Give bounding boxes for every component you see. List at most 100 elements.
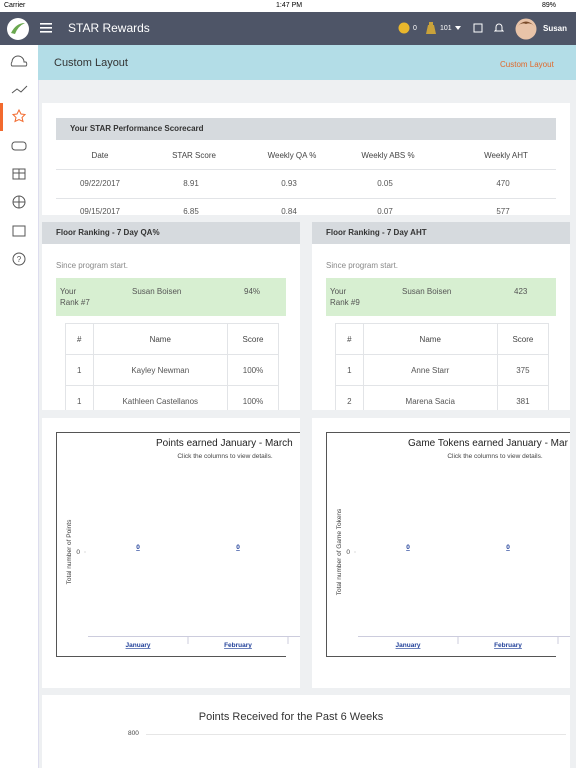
y-tick-label: 0 (76, 549, 80, 556)
ranking-cell: 1 (335, 354, 364, 386)
sidebar: ? (0, 45, 39, 768)
chart-title: Points earned January - March (156, 438, 293, 449)
your-rank-box: Your Rank #9 Susan Boisen 423 (326, 278, 556, 316)
column-header: Weekly AHT (484, 151, 528, 160)
ranking-header: Name (92, 323, 228, 355)
ranking-header: Score (496, 323, 550, 355)
score-cell: 8.91 (183, 179, 199, 188)
your-score: 423 (514, 287, 528, 296)
token-icon (426, 22, 436, 34)
book-icon[interactable] (473, 23, 483, 33)
bell-icon[interactable] (494, 22, 504, 33)
your-name: Susan Boisen (402, 287, 452, 296)
score-cell: 577 (496, 207, 510, 215)
layout-link[interactable]: Custom Layout (500, 60, 554, 69)
ranking-header: # (65, 323, 94, 355)
chart-frame (326, 432, 570, 657)
ranking-card: Floor Ranking - 7 Day QA% Since program s… (42, 222, 300, 410)
page-header: Custom Layout Custom Layout (38, 45, 576, 80)
chart-title: Game Tokens earned January - Mar (408, 438, 569, 449)
x-tick-label[interactable]: February (494, 642, 522, 649)
chart-subtitle: Click the columns to view details. (447, 453, 543, 460)
divider (56, 198, 556, 199)
ranking-row: # Name Score (65, 323, 280, 355)
your-name: Susan Boisen (132, 287, 182, 296)
your-rank: Your Rank #9 (330, 287, 360, 307)
date-cell: 09/15/2017 (79, 207, 121, 215)
ranking-header: Name (362, 323, 498, 355)
x-tick-label[interactable]: January (396, 642, 421, 649)
chart-card: Game Tokens earned January - Mar Click th… (312, 418, 570, 688)
y-axis-label: Total number of Game Tokens (336, 508, 343, 595)
ranking-cell: 1 (65, 385, 94, 410)
token-count: 101 (440, 25, 452, 32)
avatar[interactable] (515, 18, 537, 40)
ranking-cell: Kayley Newman (92, 354, 228, 386)
coin-count: 0 (413, 25, 417, 32)
user-name[interactable]: Susan (543, 24, 568, 33)
your-rank-box: Your Rank #7 Susan Boisen 94% (56, 278, 286, 316)
header: STAR Rewards 0 101 Susan (0, 12, 576, 45)
dropdown[interactable] (455, 26, 461, 30)
ranking-row: 1 Kayley Newman 100% (65, 354, 280, 386)
ranking-note: Since program start. (326, 261, 399, 270)
ranking-cell: Kathleen Castellanos (92, 385, 228, 410)
y-tick-label: 800 (128, 730, 139, 737)
ranking-cell: 375 (496, 354, 550, 386)
chart-subtitle: Click the columns to view details. (177, 453, 273, 460)
chart: Points earned January - March Click the c… (56, 432, 300, 657)
ranking-cell: Anne Starr (362, 354, 498, 386)
column-header: Date (91, 151, 109, 160)
ranking-note: Since program start. (56, 261, 129, 270)
x-tick-label[interactable]: February (224, 642, 252, 649)
battery: 89% (542, 2, 557, 9)
chart-frame (56, 432, 300, 657)
scorecard: Your STAR Performance Scorecard Date STAR… (42, 103, 570, 215)
menu-button[interactable] (40, 23, 52, 33)
value-label: 0 (506, 544, 510, 551)
score-cell: 0.05 (377, 179, 393, 188)
carrier: Carrier (4, 2, 26, 9)
ranking-title: Floor Ranking - 7 Day AHT (312, 222, 570, 244)
ranking-card: Floor Ranking - 7 Day AHT Since program s… (312, 222, 570, 410)
ranking-cell: 100% (226, 354, 280, 386)
ranking-row: # Name Score (335, 323, 550, 355)
score-cell: 0.84 (281, 207, 297, 215)
ranking-cell: Marena Sacia (362, 385, 498, 410)
chart: Game Tokens earned January - Mar Click th… (326, 432, 570, 657)
weekly-chart-card: Points Received for the Past 6 Weeks 800 (42, 695, 570, 768)
value-label: 0 (406, 544, 410, 551)
weekly-chart-title: Points Received for the Past 6 Weeks (198, 711, 384, 723)
coin-icon (398, 22, 410, 34)
ranking-cell: 381 (496, 385, 550, 410)
ranking-row: 1 Anne Starr 375 (335, 354, 550, 386)
ranking-row: 1 Kathleen Castellanos 100% (65, 385, 280, 410)
your-rank: Your Rank #7 (60, 287, 90, 307)
column-header: Weekly ABS % (361, 151, 415, 160)
x-tick-label[interactable]: January (126, 642, 151, 649)
column-header: Weekly QA % (267, 151, 317, 160)
ranking-header: Score (226, 323, 280, 355)
ranking-header: # (335, 323, 364, 355)
value-label: 0 (236, 544, 240, 551)
ranking-cell: 1 (65, 354, 94, 386)
scorecard-title: Your STAR Performance Scorecard (56, 118, 556, 140)
ranking-cell: 2 (335, 385, 364, 410)
y-tick-label: 0 (346, 549, 350, 556)
grid-line (146, 734, 566, 735)
ranking-table: # Name Score 1 Kayley Newman 100% 1 Kathleen Ca… (65, 323, 280, 410)
sidebar-icons: ? (0, 55, 28, 266)
score-cell: 6.85 (183, 207, 199, 215)
value-label: 0 (136, 544, 140, 551)
logo[interactable] (6, 17, 30, 41)
ranking-cell: 100% (226, 385, 280, 410)
ranking-title: Floor Ranking - 7 Day QA% (42, 222, 300, 244)
status-bar: Carrier 1:47 PM 89% (0, 0, 576, 12)
your-score: 94% (244, 287, 261, 296)
divider (56, 169, 556, 170)
y-axis-label: Total number of Points (66, 519, 73, 584)
score-cell: 0.93 (281, 179, 297, 188)
app-title: STAR Rewards (68, 21, 150, 35)
time: 1:47 PM (276, 2, 303, 9)
